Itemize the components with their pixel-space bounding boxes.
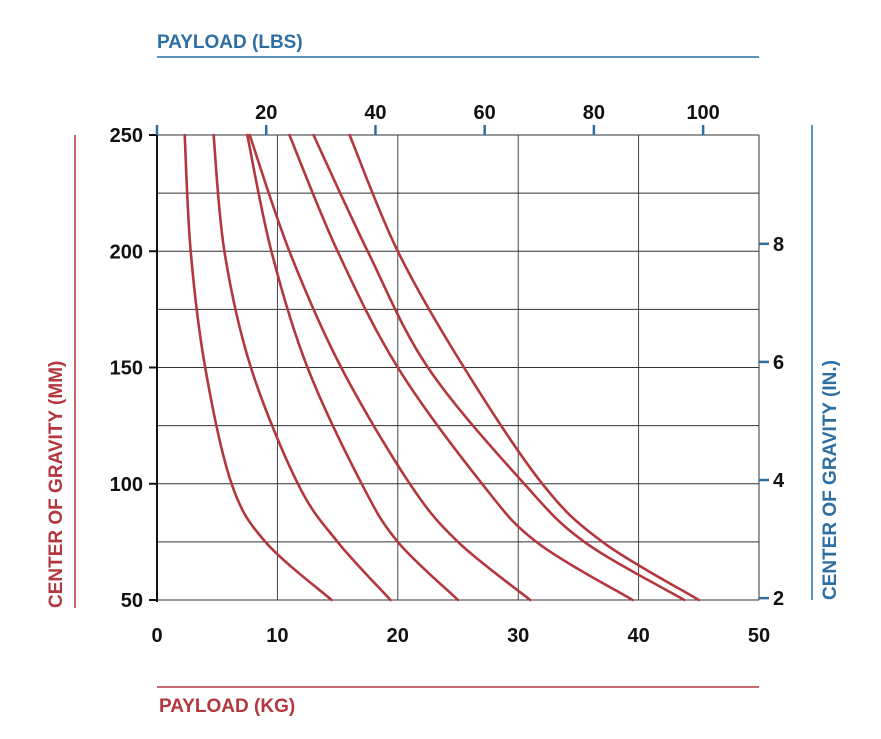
y-in-tick-label: 8 (773, 234, 784, 256)
x-lbs-tick-label: 40 (364, 102, 386, 124)
right-axis-title: CENTER OF GRAVITY (IN.) (820, 360, 841, 600)
x-kg-tick-label: 30 (507, 625, 529, 647)
y-mm-tick-label: 200 (110, 241, 143, 263)
y-mm-tick-label: 150 (110, 358, 143, 380)
x-lbs-tick-label: 80 (583, 102, 605, 124)
series-curve-7 (348, 133, 701, 602)
y-in-tick-label: 2 (773, 588, 784, 610)
series-curve-5 (288, 133, 634, 602)
x-kg-tick-label: 50 (748, 625, 770, 647)
data-curves (183, 133, 701, 602)
series-curve-4 (248, 133, 532, 602)
x-kg-tick-label: 20 (387, 625, 409, 647)
x-kg-tick-label: 0 (151, 625, 162, 647)
series-curve-1 (183, 133, 333, 602)
series-curve-2 (212, 133, 392, 602)
left-axis-title: CENTER OF GRAVITY (MM) (46, 361, 67, 608)
x-lbs-tick-label: 20 (255, 102, 277, 124)
bottom-axis-title: PAYLOAD (KG) (159, 696, 295, 717)
top-axis-title: PAYLOAD (LBS) (157, 32, 303, 53)
y-in-tick-label: 6 (773, 352, 784, 374)
y-mm-tick-label: 250 (110, 125, 143, 147)
series-curve-3 (246, 133, 460, 602)
y-in-tick-label: 4 (773, 470, 785, 492)
x-lbs-tick-label: 100 (686, 102, 719, 124)
x-kg-tick-label: 10 (266, 625, 288, 647)
x-kg-tick-label: 40 (627, 625, 649, 647)
y-mm-tick-label: 50 (121, 590, 143, 612)
grid-lines (156, 134, 760, 601)
tick-labels: 250 200 150 100 50 0 10 20 30 40 50 20 40 60 80 100 8 6 4 2 (110, 102, 785, 647)
x-lbs-tick-label: 60 (474, 102, 496, 124)
y-mm-tick-label: 100 (110, 474, 143, 496)
series-curve-6 (312, 133, 686, 602)
axes (149, 125, 769, 602)
